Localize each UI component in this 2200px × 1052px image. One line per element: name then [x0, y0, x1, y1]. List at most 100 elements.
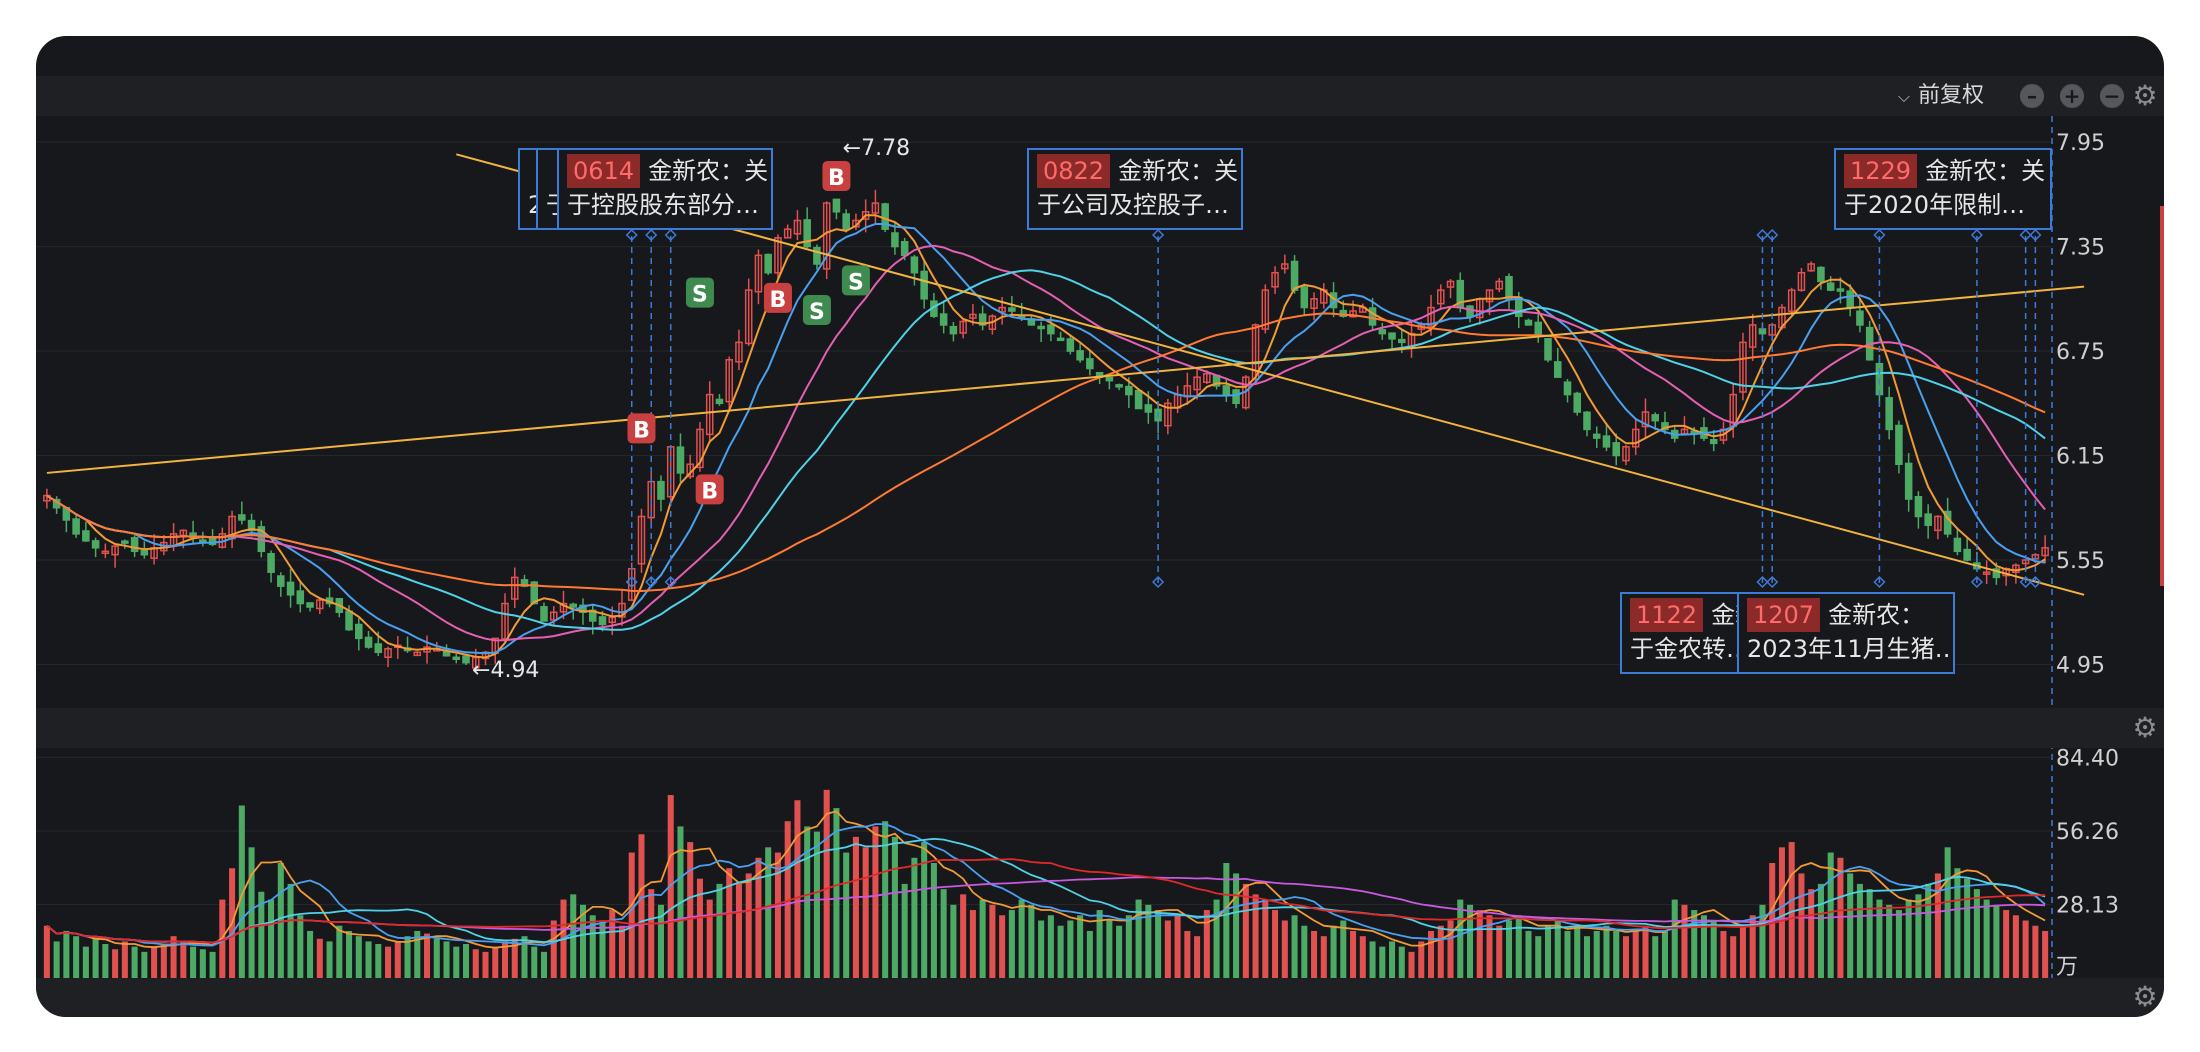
volume-bar [63, 930, 70, 978]
trade-marker-label: S [809, 300, 825, 325]
candle-body [238, 514, 246, 521]
volume-bar [1954, 868, 1961, 978]
annotation-1122[interactable]: 1122金新于金农转… [1620, 592, 1740, 674]
volume-bar [1330, 925, 1337, 978]
volume-bar [531, 946, 538, 978]
high-price-label: ←7.78 [843, 136, 910, 161]
volume-bar [131, 946, 138, 978]
adjust-mode-selector[interactable]: ⌵ 前复权 [1898, 76, 1984, 116]
annotation-1229[interactable]: 1229 金新农：关 于2020年限制… [1834, 148, 2052, 230]
collapse-icon[interactable]: – [2020, 84, 2044, 108]
gear-icon[interactable]: ⚙ [2132, 79, 2158, 112]
candle-body [384, 648, 392, 659]
volume-bar [1340, 920, 1347, 978]
adjust-mode-label: 前复权 [1917, 83, 1984, 108]
annotation-code: 1207 [1747, 598, 1821, 632]
volume-bar [1301, 925, 1308, 978]
trade-marker [802, 295, 831, 326]
candle-body [1934, 515, 1942, 532]
volume-bar [1613, 930, 1620, 978]
volume-gear-icon[interactable]: ⚙ [2132, 711, 2158, 744]
candle-body [1232, 389, 1240, 405]
annotation-code: 0822 [1037, 154, 1111, 188]
volume-bar [862, 847, 869, 978]
candle-body [998, 306, 1006, 313]
volume-bar [1486, 915, 1493, 978]
volume-bar [199, 949, 206, 978]
volume-bar [1086, 930, 1093, 978]
event-diamond-icon [1766, 228, 1779, 242]
volume-bar [1593, 930, 1600, 978]
volume-bar [1350, 930, 1357, 978]
volume-bar [1476, 910, 1483, 978]
volume-bar [1272, 910, 1279, 978]
zoom-in-icon[interactable]: + [2060, 84, 2084, 108]
volume-bar [326, 941, 333, 978]
candle-body [900, 240, 909, 257]
candle-body [1602, 435, 1611, 448]
event-diamond-icon [664, 575, 677, 589]
volume-bar [1018, 899, 1025, 978]
zoom-out-icon[interactable]: − [2100, 84, 2124, 108]
volume-bar [1876, 899, 1883, 978]
volume-bar [794, 800, 801, 978]
volume-bar [73, 936, 80, 978]
volume-bar [92, 938, 99, 978]
volume-bar [921, 842, 928, 978]
candle-body [1661, 422, 1669, 431]
candle-body [637, 515, 646, 565]
volume-bar [1369, 941, 1376, 978]
candle-body [2041, 547, 2049, 557]
annotation-code: 1122 [1630, 598, 1704, 632]
volume-bar [813, 831, 820, 978]
candle-body [1797, 271, 1806, 291]
candle-body [1076, 350, 1084, 361]
volume-bar [1798, 873, 1805, 978]
candle-body [608, 616, 617, 624]
volume-bar [1691, 910, 1698, 978]
volume-bar [1730, 936, 1737, 978]
volume-bar [2022, 920, 2029, 978]
volume-bar [268, 899, 275, 978]
volume-bar [696, 878, 703, 978]
ma10-line [46, 223, 2046, 655]
volume-bar [258, 891, 265, 978]
candle-body [82, 530, 90, 542]
candle-body [1203, 372, 1211, 384]
candle-body [72, 518, 80, 535]
annotation-text: 于控股股东部分… [567, 191, 759, 219]
candle-body [1056, 337, 1065, 342]
annotation-0614[interactable]: 0614 金新农：关 于控股股东部分… [557, 148, 773, 230]
volume-bar [765, 847, 772, 978]
candle-body [1524, 319, 1533, 326]
annotation-1207[interactable]: 1207 金新农： 2023年11月生猪… [1737, 592, 1955, 674]
candle-body [1144, 404, 1153, 413]
volume-bar [307, 930, 314, 978]
y-axis-tick-label: 7.95 [2056, 131, 2105, 156]
volume-bar [1973, 889, 1980, 978]
candle-body [306, 602, 314, 608]
volume-bar [102, 944, 109, 978]
volume-bar [1525, 930, 1532, 978]
volume-bar [667, 795, 674, 978]
candle-body [891, 232, 899, 248]
volume-bar [1320, 936, 1327, 978]
volume-bar [1281, 920, 1288, 978]
annotation-0822[interactable]: 0822 金新农：关 于公司及控股子… [1027, 148, 1243, 230]
volume-bar [1155, 910, 1162, 978]
event-diamond-icon [2019, 575, 2032, 589]
ma20-line [46, 244, 2046, 642]
candle-body [832, 198, 841, 213]
volume-bar [1496, 925, 1503, 978]
volume-bar [1544, 925, 1552, 978]
volume-ma5-line [46, 810, 2046, 949]
y-axis-tick-label: 6.15 [2056, 445, 2105, 470]
bottom-gear-icon[interactable]: ⚙ [2132, 980, 2158, 1013]
candle-body [1261, 289, 1270, 330]
candle-body [1748, 324, 1757, 348]
volume-axis-tick-label: 28.13 [2056, 893, 2119, 918]
volume-bar [1535, 936, 1542, 978]
volume-bar [804, 826, 811, 978]
volume-bar [1915, 894, 1922, 978]
candle-body [1193, 376, 1201, 391]
